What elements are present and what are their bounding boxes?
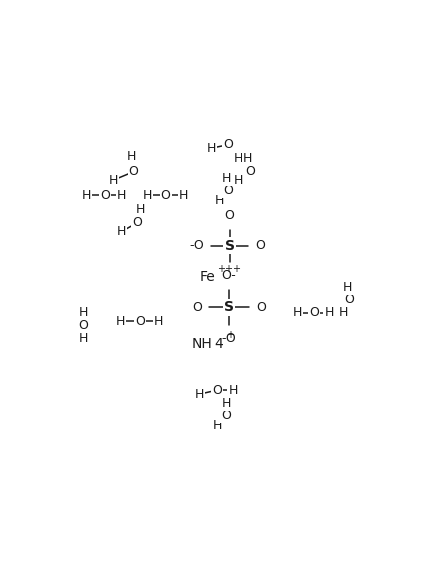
Text: O: O — [244, 165, 254, 178]
Text: +: + — [225, 329, 233, 340]
Text: O: O — [160, 189, 170, 202]
Text: -O: -O — [221, 332, 236, 345]
Text: O-: O- — [221, 269, 236, 282]
Text: O: O — [308, 306, 318, 319]
Text: H: H — [242, 151, 251, 165]
Text: H: H — [194, 387, 204, 401]
Text: H: H — [342, 281, 351, 294]
Text: H: H — [117, 189, 126, 202]
Text: H: H — [127, 150, 136, 163]
Text: H: H — [221, 397, 230, 410]
Text: O: O — [100, 189, 110, 202]
Text: O: O — [78, 319, 88, 332]
Text: O: O — [135, 315, 145, 328]
Text: O: O — [221, 409, 231, 421]
Text: Fe: Fe — [199, 270, 215, 284]
Text: O: O — [223, 184, 232, 197]
Text: H: H — [212, 419, 221, 431]
Text: O-: O- — [222, 269, 237, 282]
Text: H: H — [228, 384, 237, 397]
Text: H: H — [142, 189, 151, 202]
Text: H: H — [214, 194, 224, 207]
Text: H: H — [108, 174, 118, 187]
Text: O: O — [255, 301, 265, 313]
Text: H: H — [324, 306, 333, 319]
Text: O: O — [224, 210, 234, 222]
Text: H: H — [207, 141, 216, 154]
Text: H: H — [233, 151, 242, 165]
Text: H: H — [154, 315, 163, 328]
Text: O: O — [132, 217, 141, 230]
Text: H: H — [135, 203, 145, 216]
Text: 4: 4 — [214, 336, 222, 350]
Text: O: O — [255, 239, 265, 252]
Text: S: S — [224, 239, 234, 253]
Text: H: H — [116, 315, 125, 328]
Text: O: O — [211, 384, 221, 397]
Text: H: H — [338, 306, 348, 319]
Text: H: H — [78, 332, 88, 345]
Text: +++: +++ — [217, 264, 240, 274]
Text: O: O — [128, 165, 138, 178]
Text: H: H — [221, 172, 230, 185]
Text: -O: -O — [188, 239, 203, 252]
Text: O: O — [223, 138, 232, 151]
Text: H: H — [233, 174, 242, 187]
Text: H: H — [178, 189, 188, 202]
Text: H: H — [292, 306, 301, 319]
Text: O: O — [192, 301, 201, 313]
Text: S: S — [224, 300, 233, 314]
Text: O: O — [344, 294, 353, 306]
Text: H: H — [82, 189, 91, 202]
Text: H: H — [78, 306, 88, 319]
Text: NH: NH — [191, 336, 212, 350]
Text: H: H — [116, 225, 125, 238]
